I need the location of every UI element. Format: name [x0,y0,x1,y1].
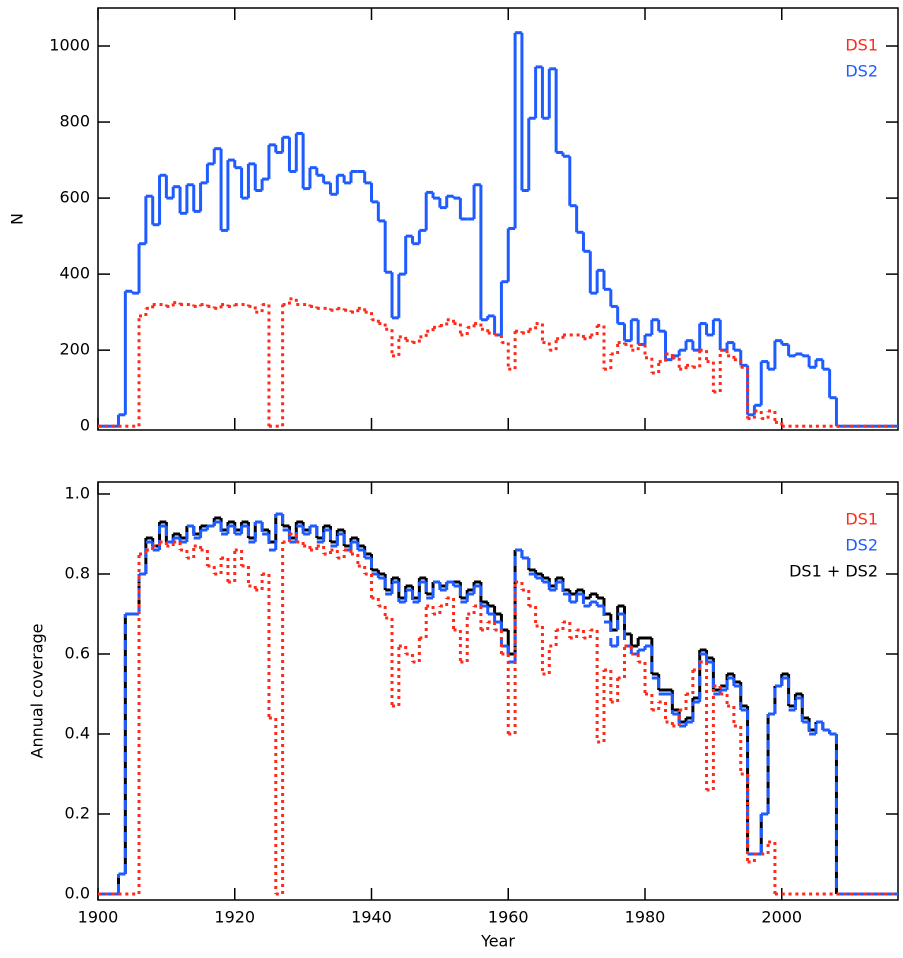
y-tick-label: 1.0 [65,484,90,503]
legend-entry: DS1 [845,510,878,529]
x-tick-label: 1940 [351,908,392,927]
x-tick-label: 2000 [761,908,802,927]
y-tick-label: 600 [59,188,90,207]
legend-entry: DS1 [845,36,878,55]
x-tick-label: 1960 [488,908,529,927]
y-tick-label: 0 [80,416,90,435]
y-tick-label: 0.0 [65,884,90,903]
y-tick-label: 0.2 [65,804,90,823]
y-tick-label: 0.6 [65,644,90,663]
plot-frame [97,7,899,431]
legend-entry: DS1 + DS2 [789,562,878,581]
x-tick-label: 1900 [78,908,119,927]
x-tick-label: 1920 [214,908,255,927]
x-tick-label: 1980 [625,908,666,927]
y-tick-label: 200 [59,340,90,359]
legend-entry: DS2 [845,62,878,81]
y-tick-label: 400 [59,264,90,283]
y-tick-label: 0.8 [65,564,90,583]
y-axis-label: Annual coverage [28,624,47,759]
x-axis-label: Year [480,932,515,951]
y-tick-label: 0.4 [65,724,90,743]
y-tick-label: 800 [59,112,90,131]
legend-entry: DS2 [845,536,878,555]
plot-frame [97,481,899,901]
y-tick-label: 1000 [49,36,90,55]
y-axis-label: N [8,213,27,225]
